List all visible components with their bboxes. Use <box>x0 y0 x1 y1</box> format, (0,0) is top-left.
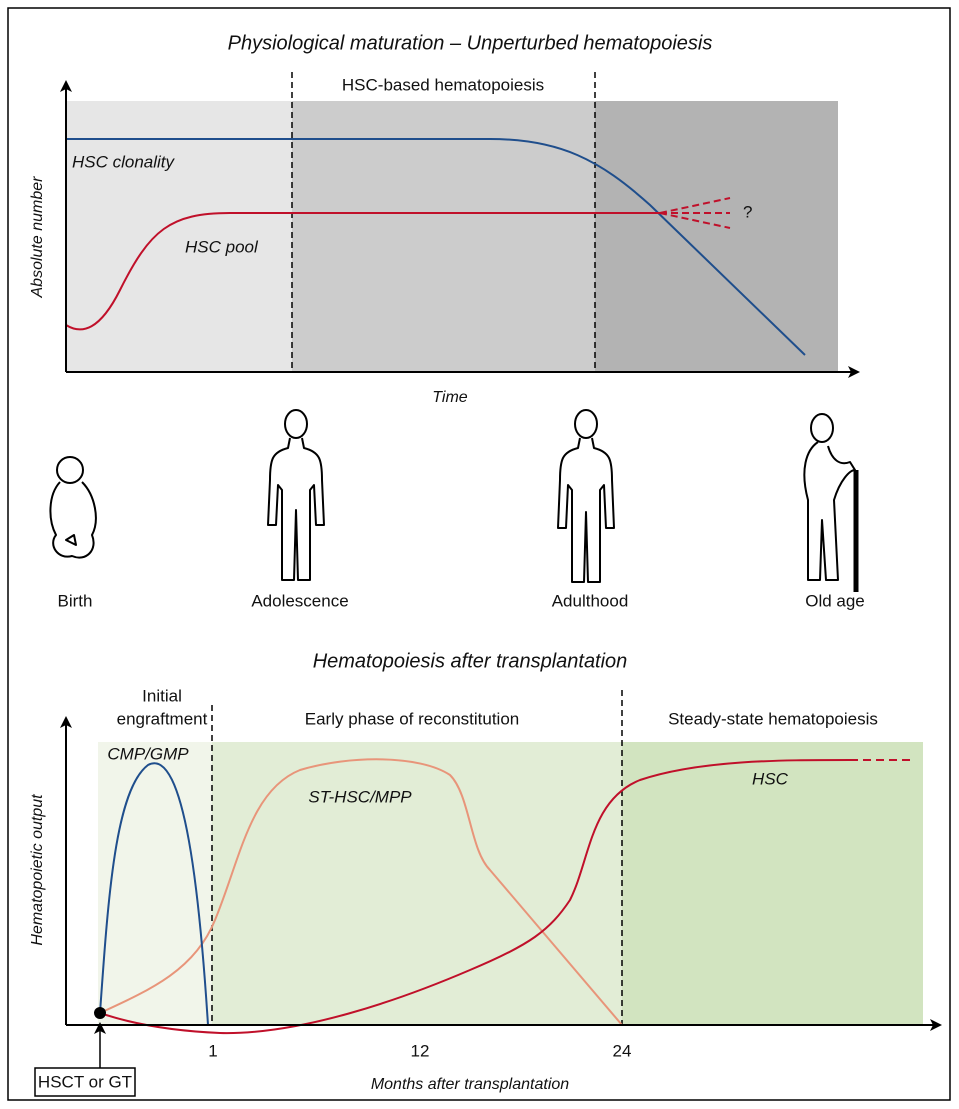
phase-label: Initial <box>142 686 182 705</box>
adolescent-icon <box>268 410 324 580</box>
y-axis-title: Absolute number <box>29 176 46 299</box>
curve-label: CMP/GMP <box>107 744 189 763</box>
panel-title: Hematopoiesis after transplantation <box>313 650 628 672</box>
x-axis-title: Months after transplantation <box>371 1076 569 1093</box>
y-axis-title: Hematopoietic output <box>29 794 46 946</box>
curve-label: HSC <box>752 769 789 788</box>
phase-label: HSC-based hematopoiesis <box>342 75 544 94</box>
stage-label: Adulthood <box>552 591 629 610</box>
phase-label: Early phase of reconstitution <box>305 709 520 728</box>
panel-title: Physiological maturation – Unperturbed h… <box>228 32 713 54</box>
region <box>66 101 292 372</box>
uncertainty: ? <box>743 202 752 221</box>
figure: Physiological maturation – Unperturbed h… <box>0 0 959 1109</box>
curve-label: ST-HSC/MPP <box>308 787 412 806</box>
phase-label: engraftment <box>117 709 208 728</box>
x-tick-label: 24 <box>613 1041 632 1060</box>
region <box>212 742 622 1025</box>
start-point <box>94 1007 106 1019</box>
x-tick-label: 1 <box>208 1041 217 1060</box>
baby-icon <box>50 457 95 558</box>
region <box>595 101 838 372</box>
x-axis-title: Time <box>432 389 468 406</box>
start-label: HSCT or GT <box>38 1072 132 1091</box>
stage-label: Adolescence <box>251 591 348 610</box>
curve-label: HSC clonality <box>72 152 176 171</box>
stage-label: Old age <box>805 591 865 610</box>
curve-label: HSC pool <box>185 237 259 256</box>
phase-label: Steady-state hematopoiesis <box>668 709 878 728</box>
x-tick-label: 12 <box>411 1041 430 1060</box>
old-age-icon <box>804 414 856 592</box>
adult-icon <box>558 410 614 582</box>
stage-label: Birth <box>58 591 93 610</box>
region <box>292 101 595 372</box>
